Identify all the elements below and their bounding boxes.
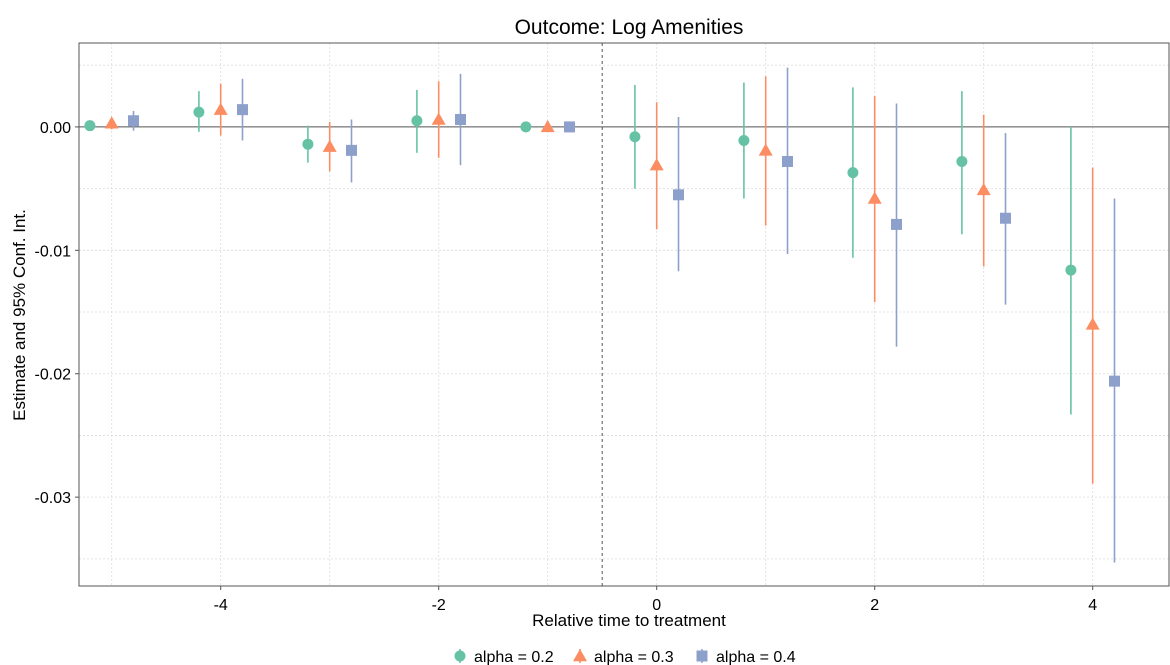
estimate-marker xyxy=(322,139,337,152)
plot-area xyxy=(78,42,1170,587)
estimate-marker xyxy=(1000,212,1011,224)
estimate-marker xyxy=(1109,375,1120,387)
x-tick-label: -2 xyxy=(432,597,446,614)
estimate-marker xyxy=(302,138,314,150)
estimate-marker xyxy=(193,106,205,118)
estimate-marker xyxy=(564,121,575,133)
legend-item: alpha = 0.4 xyxy=(696,649,796,665)
x-tick-label: 4 xyxy=(1088,597,1097,614)
estimate-marker xyxy=(346,144,357,156)
estimate-marker xyxy=(649,158,664,171)
y-tick-label: -0.02 xyxy=(35,367,72,384)
legend: alpha = 0.2 alpha = 0.3 alpha = 0.4 xyxy=(454,649,796,665)
legend-item: alpha = 0.2 xyxy=(454,649,554,665)
legend-key-marker xyxy=(573,649,587,662)
legend-item: alpha = 0.3 xyxy=(573,649,674,665)
reference-lines xyxy=(79,43,1169,586)
estimate-marker xyxy=(629,131,641,143)
estimate-marker xyxy=(782,155,793,167)
estimate-marker xyxy=(455,114,466,126)
estimate-marker xyxy=(1065,264,1077,276)
legend-label: alpha = 0.2 xyxy=(474,649,554,665)
y-tick-label: 0.00 xyxy=(40,120,71,137)
legend-key-marker xyxy=(696,650,708,662)
chart-title: Outcome: Log Amenities xyxy=(515,16,744,39)
estimate-marker xyxy=(411,115,423,127)
y-tick-label: -0.01 xyxy=(35,243,72,260)
confidence-intervals xyxy=(89,67,1116,563)
estimate-marker xyxy=(237,104,248,116)
legend-label: alpha = 0.3 xyxy=(594,649,674,665)
y-tick-label: -0.03 xyxy=(35,490,72,507)
x-tick-label: -4 xyxy=(214,597,228,614)
estimate-marker xyxy=(758,143,773,156)
estimate-marker xyxy=(956,155,968,167)
estimate-marker xyxy=(1085,317,1100,330)
estimate-marker xyxy=(520,121,532,133)
legend-label: alpha = 0.4 xyxy=(716,649,796,665)
estimate-points xyxy=(84,102,1120,387)
x-axis-label: Relative time to treatment xyxy=(532,611,726,630)
estimate-marker xyxy=(431,112,446,125)
estimate-marker xyxy=(976,182,991,196)
estimate-marker xyxy=(847,167,859,179)
x-tick-label: 0 xyxy=(652,597,661,614)
estimate-marker xyxy=(867,191,882,204)
x-axis-ticks: -4 -2 0 2 4 xyxy=(214,586,1097,614)
y-axis-label: Estimate and 95% Conf. Int. xyxy=(10,209,29,421)
estimate-marker xyxy=(673,189,684,201)
estimate-marker xyxy=(540,119,555,133)
estimate-marker xyxy=(738,134,750,146)
estimate-marker xyxy=(891,218,902,230)
estimate-marker xyxy=(213,102,228,115)
legend-key-marker xyxy=(454,650,466,662)
estimate-marker xyxy=(128,115,139,127)
estimate-marker xyxy=(104,116,119,129)
x-tick-label: 2 xyxy=(870,597,879,614)
y-axis-ticks: 0.00 -0.01 -0.02 -0.03 xyxy=(35,120,79,507)
estimate-marker xyxy=(84,120,96,132)
